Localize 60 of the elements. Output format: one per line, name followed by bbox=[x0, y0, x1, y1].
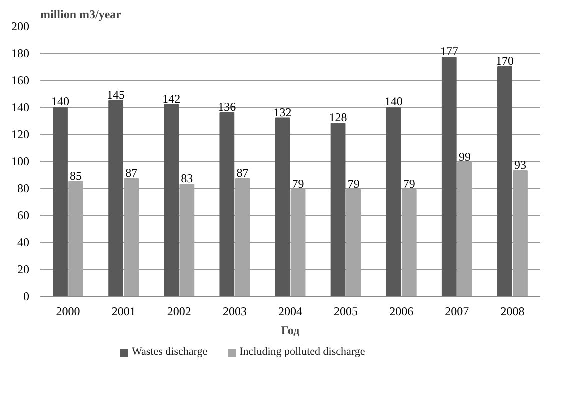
y-axis-title: million m3/year bbox=[40, 8, 122, 22]
data-label: 136 bbox=[218, 100, 236, 114]
x-tick-label: 2002 bbox=[167, 304, 192, 318]
y-tick-label: 160 bbox=[12, 74, 30, 88]
bar bbox=[346, 189, 362, 296]
x-tick-label: 2003 bbox=[222, 304, 247, 318]
bar bbox=[53, 107, 68, 296]
bar bbox=[235, 178, 250, 296]
bar bbox=[386, 107, 402, 296]
legend-label: Wastes discharge bbox=[131, 345, 208, 360]
data-label: 79 bbox=[403, 176, 416, 191]
x-tick-label: 2007 bbox=[445, 304, 470, 318]
y-tick-label: 120 bbox=[12, 128, 30, 142]
y-tick-label: 20 bbox=[18, 262, 30, 276]
bar bbox=[290, 189, 306, 296]
bar bbox=[220, 112, 235, 296]
legend-label: Including polluted discharge bbox=[238, 345, 366, 360]
bar bbox=[402, 189, 417, 296]
bar bbox=[124, 178, 140, 296]
bar bbox=[330, 123, 346, 296]
y-tick-label: 60 bbox=[18, 208, 30, 222]
data-label: 177 bbox=[440, 44, 458, 59]
x-tick-label: 2000 bbox=[56, 304, 80, 318]
x-tick-label: 2004 bbox=[278, 304, 302, 318]
data-label: 85 bbox=[70, 168, 82, 183]
data-label: 79 bbox=[292, 176, 304, 191]
data-label: 145 bbox=[107, 88, 126, 102]
data-label: 140 bbox=[52, 94, 70, 108]
data-label: 132 bbox=[274, 105, 292, 120]
data-label: 93 bbox=[514, 158, 526, 172]
x-tick-label: 2006 bbox=[390, 304, 414, 318]
data-label: 128 bbox=[329, 110, 348, 125]
y-tick-label: 40 bbox=[18, 236, 30, 250]
bar bbox=[498, 66, 512, 296]
y-tick-label: 180 bbox=[12, 46, 30, 60]
bar bbox=[275, 118, 290, 296]
data-label: 140 bbox=[384, 94, 403, 108]
bar bbox=[180, 184, 195, 296]
y-tick-label: 100 bbox=[12, 154, 30, 168]
y-tick-label: 200 bbox=[12, 20, 30, 34]
bar bbox=[513, 170, 528, 296]
data-label: 83 bbox=[181, 171, 194, 186]
x-axis-title: Год bbox=[281, 324, 300, 338]
x-tick-label: 2005 bbox=[334, 304, 358, 318]
bar bbox=[458, 162, 472, 296]
bar bbox=[68, 181, 84, 296]
data-label: 170 bbox=[496, 54, 514, 68]
bar bbox=[164, 104, 180, 296]
data-label: 87 bbox=[236, 166, 249, 180]
bar bbox=[442, 57, 457, 296]
data-label: 87 bbox=[126, 166, 138, 180]
y-tick-label: 80 bbox=[18, 182, 30, 196]
x-tick-label: 2001 bbox=[112, 304, 136, 318]
data-label: 79 bbox=[348, 176, 360, 191]
y-tick-label: 0 bbox=[24, 290, 30, 304]
x-tick-label: 2008 bbox=[500, 304, 525, 318]
y-tick-label: 140 bbox=[12, 100, 30, 114]
data-label: 142 bbox=[162, 92, 181, 106]
data-label: 99 bbox=[458, 150, 471, 164]
bar bbox=[108, 100, 124, 296]
